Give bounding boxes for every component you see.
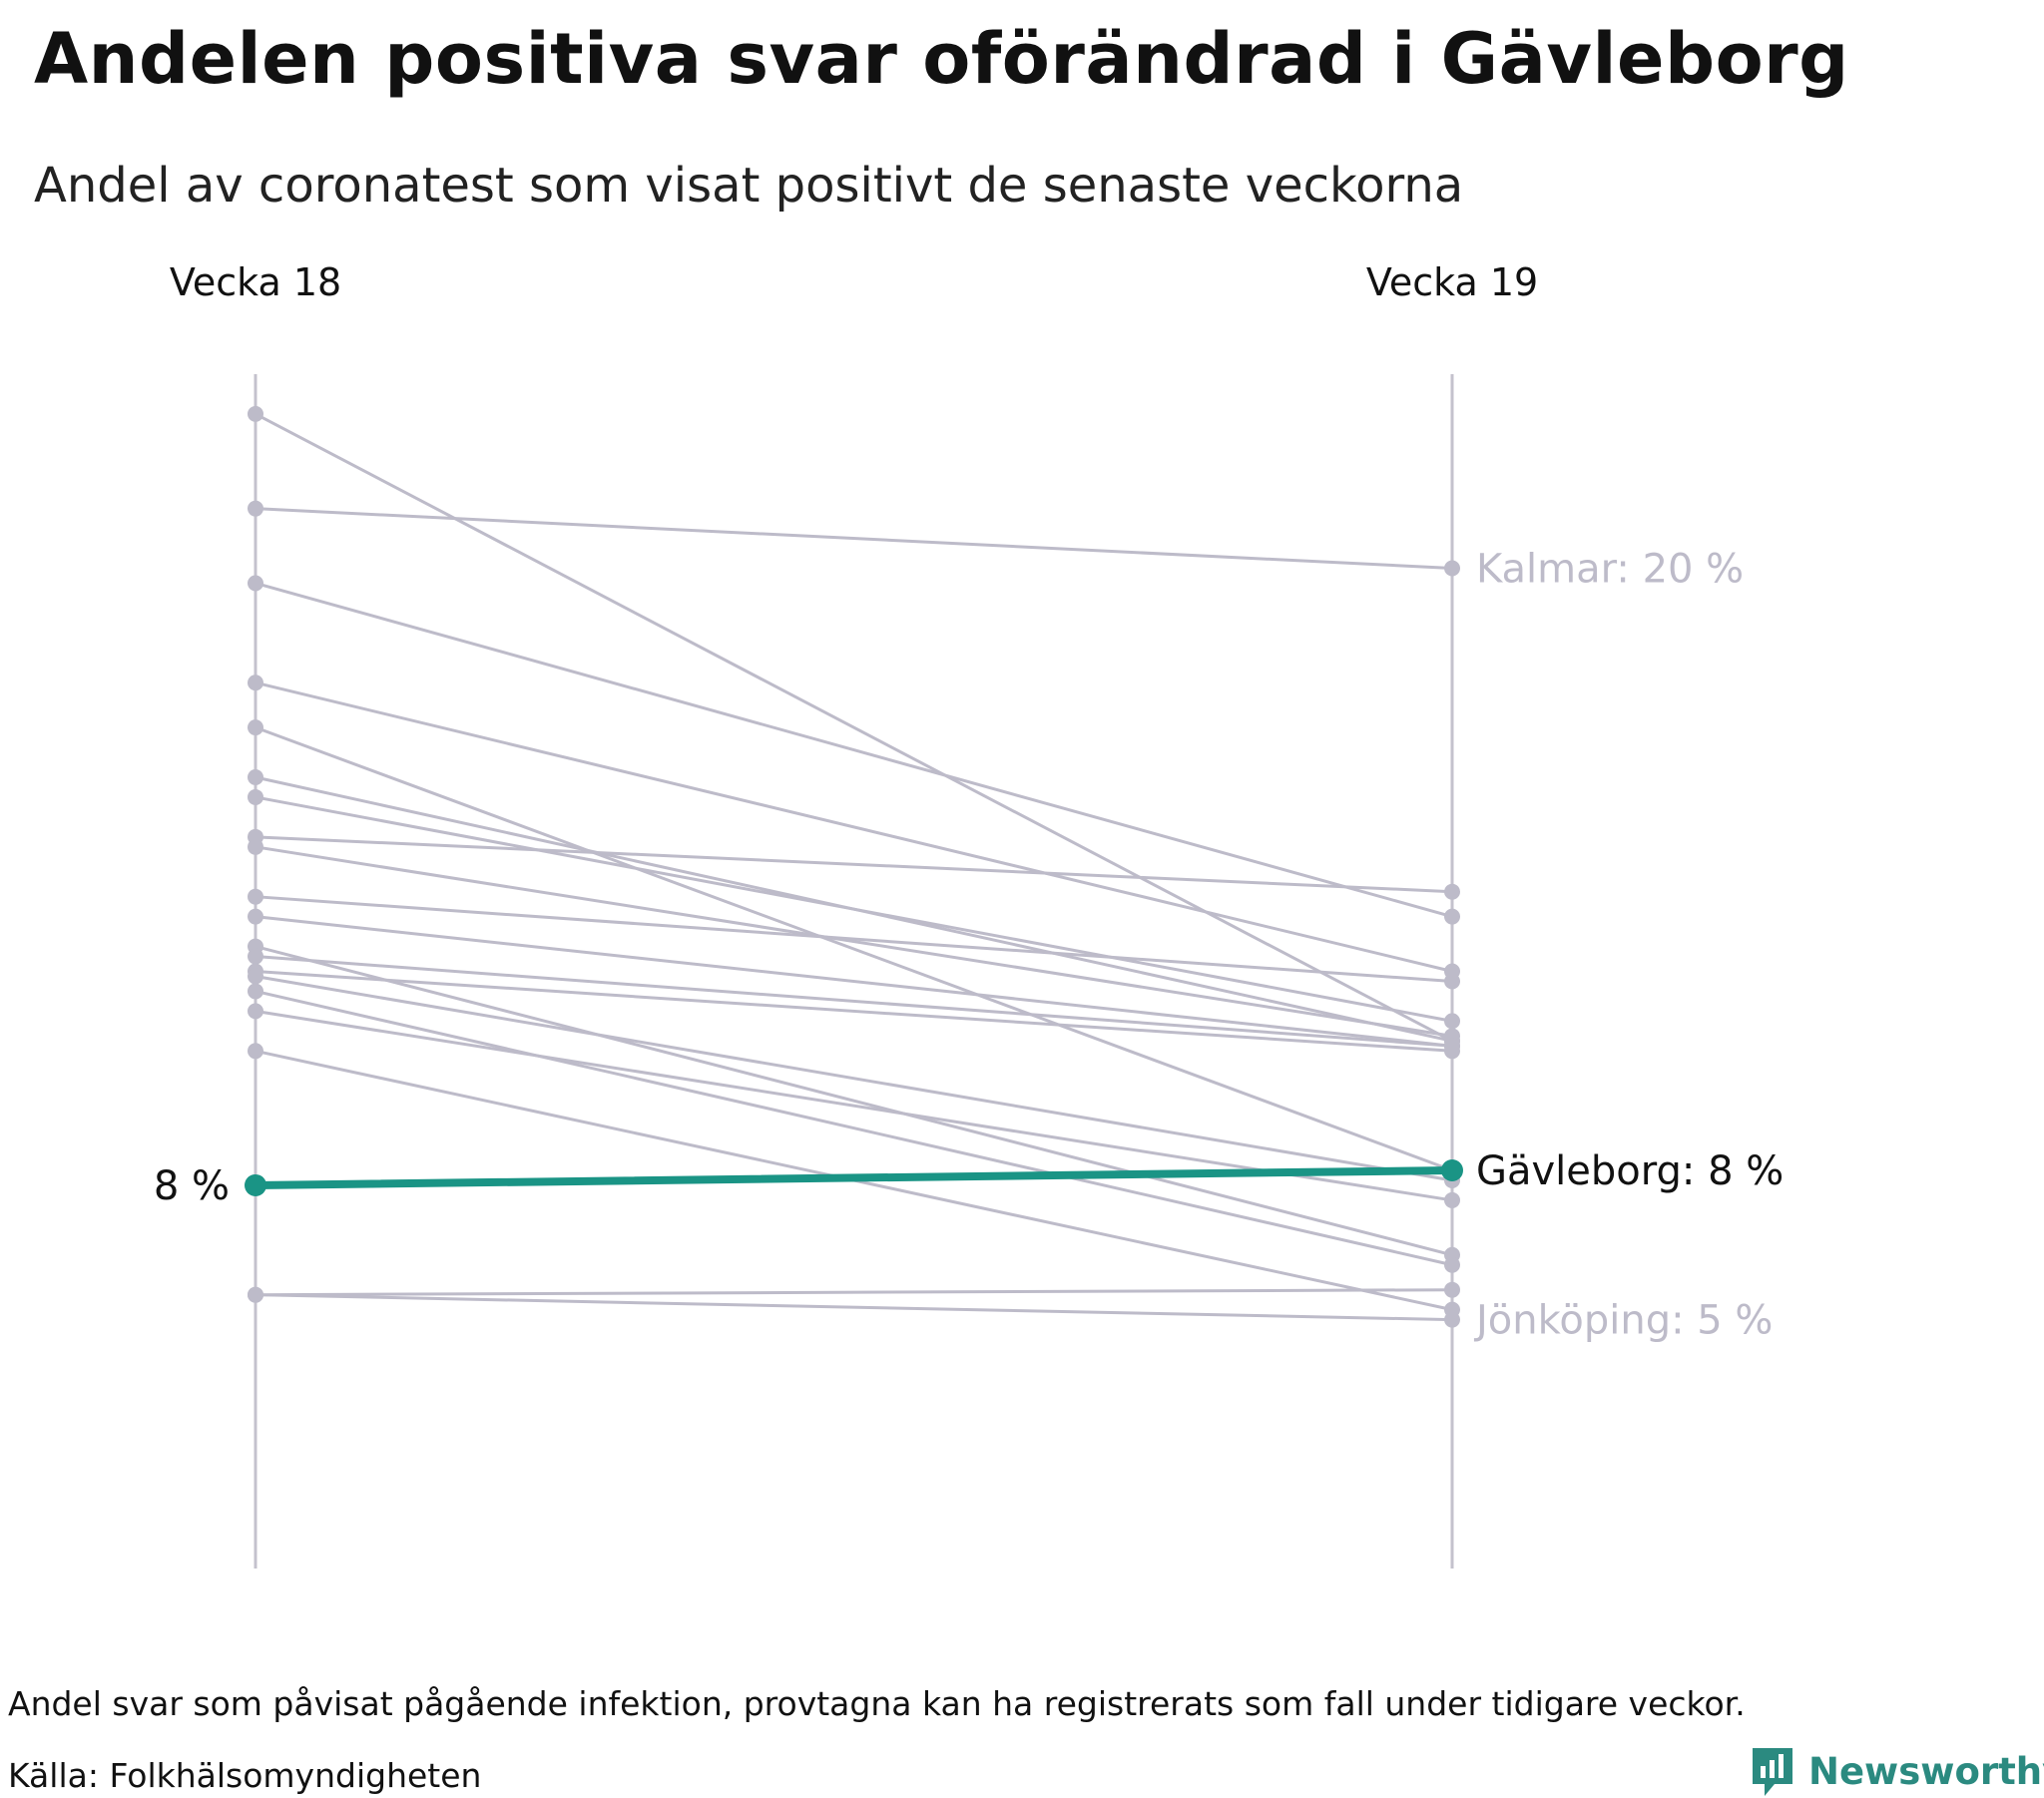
x-label-week-18: Vecka 18 xyxy=(170,260,341,304)
chart-subtitle: Andel av coronatest som visat positivt d… xyxy=(34,158,1464,214)
series-line-4 xyxy=(255,680,1453,973)
highlight-point-end xyxy=(1441,1159,1463,1181)
series-point-start-7 xyxy=(248,788,263,805)
source-text: Källa: Folkhälsomyndigheten xyxy=(8,1756,482,1795)
chart-title: Andelen positiva svar oförändrad i Gävle… xyxy=(34,18,1849,100)
highlight-start-label: 8 % xyxy=(154,1163,230,1209)
series-line-15 xyxy=(255,975,1453,1182)
series-point-end-0 xyxy=(1444,560,1460,577)
series-line-5 xyxy=(255,725,1453,1172)
highlight-layer xyxy=(245,1159,1463,1196)
footnote: Andel svar som påvisat pågående infektio… xyxy=(8,1684,1746,1723)
series-point-start-10 xyxy=(248,888,263,905)
series-point-start-15 xyxy=(248,968,263,985)
series-point-start-2 xyxy=(248,405,263,422)
series-line-17 xyxy=(255,1009,1453,1202)
series-point-end-19 xyxy=(1444,1281,1460,1298)
series-point-start-3 xyxy=(248,575,263,592)
series-line-3 xyxy=(255,582,1453,919)
series-point-end-7 xyxy=(1444,1013,1460,1030)
series-line-13 xyxy=(255,955,1453,1048)
series-line-12 xyxy=(255,945,1453,1257)
series-point-end-8 xyxy=(1444,883,1460,900)
series-line-14 xyxy=(255,970,1453,1053)
series-point-start-5 xyxy=(248,719,263,736)
brand-name: Newsworthy xyxy=(1808,1749,2044,1793)
series-point-start-11 xyxy=(248,908,263,925)
slope-chart: Vecka 18 Vecka 19 8 % Gävleborg: 8 % Kalma… xyxy=(154,260,1784,1569)
series-point-start-16 xyxy=(248,983,263,1000)
series-point-start-6 xyxy=(248,768,263,785)
highlight-end-label: Gävleborg: 8 % xyxy=(1476,1148,1784,1194)
highlight-point-start xyxy=(245,1173,266,1196)
series-point-start-19 xyxy=(248,1286,263,1303)
series-point-end-10 xyxy=(1444,973,1460,990)
series-line-7 xyxy=(255,795,1453,1023)
series-line-0 xyxy=(255,507,1453,571)
series-line-19 xyxy=(255,1288,1453,1297)
series-line-1 xyxy=(255,1293,1453,1322)
label-layer: 8 % Gävleborg: 8 % Kalmar: 20 % Jönköping: … xyxy=(154,547,1784,1344)
series-point-start-9 xyxy=(248,838,263,855)
series-point-end-17 xyxy=(1444,1191,1460,1208)
series-point-start-13 xyxy=(248,948,263,965)
series-end-label-jönköping: Jönköping: 5 % xyxy=(1473,1298,1773,1344)
series-point-end-16 xyxy=(1444,1256,1460,1273)
series-end-label-kalmar: Kalmar: 20 % xyxy=(1476,547,1744,593)
series-line-10 xyxy=(255,895,1453,983)
series-point-start-17 xyxy=(248,1003,263,1020)
series-layer xyxy=(248,405,1460,1328)
series-line-2 xyxy=(255,412,1453,1043)
series-line-16 xyxy=(255,989,1453,1267)
highlight-line xyxy=(252,1166,1456,1189)
series-point-start-0 xyxy=(248,500,263,517)
series-line-8 xyxy=(255,835,1453,894)
series-point-end-14 xyxy=(1444,1043,1460,1060)
x-label-week-19: Vecka 19 xyxy=(1366,260,1538,304)
series-line-11 xyxy=(255,915,1453,1048)
series-point-end-3 xyxy=(1444,908,1460,925)
series-point-end-18 xyxy=(1444,1301,1460,1318)
series-point-start-4 xyxy=(248,674,263,691)
series-point-start-18 xyxy=(248,1043,263,1060)
newsworthy-logo-icon xyxy=(1753,1748,1792,1796)
series-line-9 xyxy=(255,845,1453,1038)
brand-logo: Newsworthy xyxy=(1749,1744,2044,1798)
